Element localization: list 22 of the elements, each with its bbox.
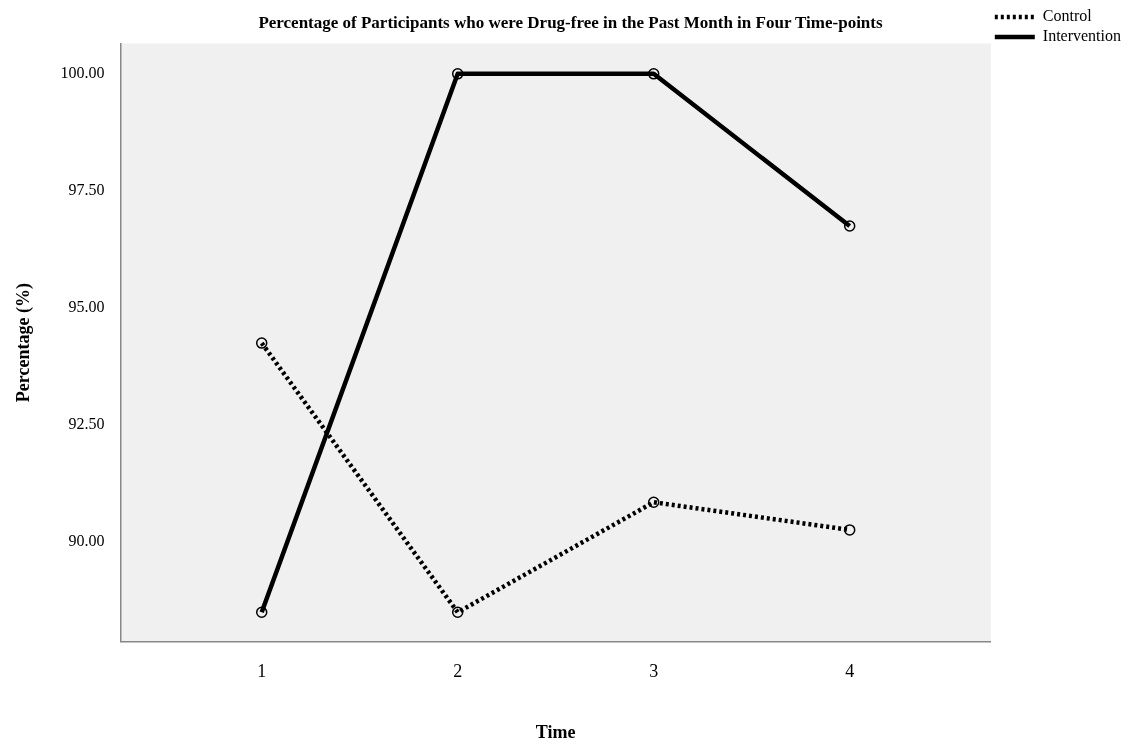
point [647,496,660,509]
x-tick-label: 1 [257,661,267,682]
point [255,606,268,619]
chart-title: Percentage of Participants who were Drug-free in the Past Month in Four Time-points [258,12,883,32]
y-axis-title: Percentage (%) [13,283,35,403]
y-tick-label: 100.00 [60,64,105,82]
y-tick-label: 95.00 [68,298,105,316]
y-tick-label: 97.50 [68,181,105,199]
point [451,606,464,619]
legend-label: Intervention [1042,27,1122,45]
point [451,68,464,80]
point [647,68,660,80]
x-tick-label: 3 [649,661,659,682]
x-tick-label: 2 [453,661,463,682]
x-tick-label: 4 [845,661,855,682]
y-tick-label: 92.50 [68,415,105,433]
point [255,337,268,349]
point [843,220,856,232]
x-axis-title: Time [535,721,576,742]
legend-label: Control [1042,7,1093,25]
point [843,524,856,536]
y-tick-label: 90.00 [68,532,105,550]
